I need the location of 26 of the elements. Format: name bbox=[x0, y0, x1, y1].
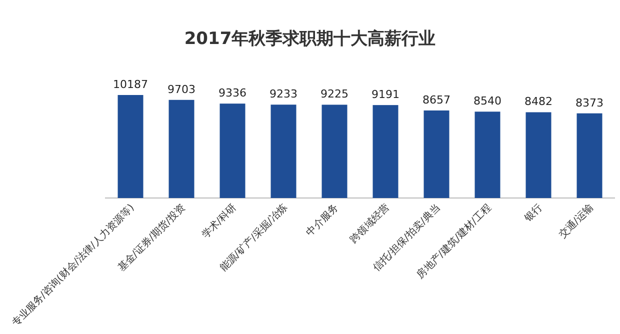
bar bbox=[270, 104, 296, 198]
data-label: 8482 bbox=[524, 95, 552, 108]
bar bbox=[474, 112, 500, 198]
x-tick-label: 交通/运输 bbox=[556, 202, 596, 241]
data-label: 10187 bbox=[113, 78, 148, 91]
data-label: 8373 bbox=[576, 96, 604, 110]
bar bbox=[576, 113, 602, 198]
data-label: 9703 bbox=[168, 82, 196, 96]
data-label: 9233 bbox=[270, 88, 298, 101]
bar bbox=[526, 112, 552, 198]
bar bbox=[220, 104, 246, 198]
bar bbox=[424, 110, 450, 198]
bar bbox=[168, 100, 194, 198]
bar bbox=[118, 95, 144, 198]
bar bbox=[322, 104, 348, 198]
data-label: 8540 bbox=[474, 94, 502, 108]
data-label: 9336 bbox=[218, 86, 246, 100]
x-tick-label: 银行 bbox=[522, 202, 545, 225]
bar bbox=[372, 105, 398, 198]
chart-title: 2017年秋季求职期十大高薪行业 bbox=[184, 29, 436, 49]
data-label: 9225 bbox=[320, 88, 348, 101]
data-label: 9191 bbox=[372, 88, 400, 102]
x-tick-label: 学术/科研 bbox=[199, 202, 239, 241]
x-tick-label: 跨领域经营 bbox=[348, 202, 392, 246]
data-label: 8657 bbox=[422, 93, 450, 106]
x-tick-label: 中介服务 bbox=[304, 202, 341, 238]
